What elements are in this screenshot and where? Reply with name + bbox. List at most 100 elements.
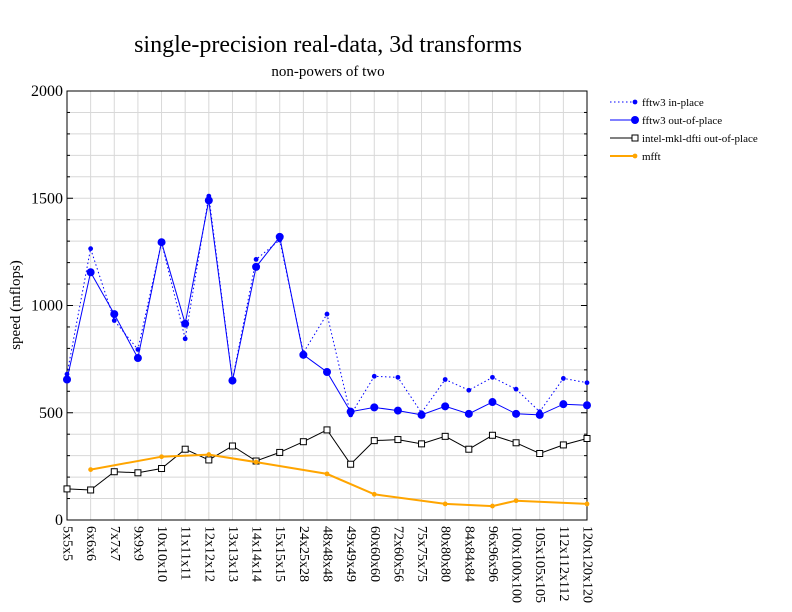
x-tick-label: 14x14x14 (249, 526, 264, 582)
legend-label: intel-mkl-dfti out-of-place (642, 133, 758, 145)
data-point-fftw3-in-place (466, 387, 472, 393)
legend-swatch-marker (631, 134, 639, 142)
data-point-fftw3-out-of-place (275, 232, 284, 241)
plot-frame (66, 90, 588, 521)
data-point-fftw3-out-of-place (464, 409, 473, 418)
data-point-fftw3-out-of-place (299, 350, 308, 359)
series-intel-mkl-dfti-out-of-place (63, 426, 591, 494)
y-tick-label: 2000 (31, 83, 63, 100)
x-tick-label: 72x60x56 (390, 526, 405, 582)
data-point-fftw3-out-of-place (535, 410, 544, 419)
data-point-fftw3-in-place (442, 377, 448, 382)
data-point-mfft (88, 467, 94, 472)
data-point-mfft (513, 498, 519, 504)
data-point-fftw3-out-of-place (488, 398, 497, 407)
x-tick-label: 15x15x15 (272, 526, 287, 582)
x-tick-label: 112x112x112 (556, 526, 571, 601)
x-tick-label: 11x11x11 (178, 526, 193, 580)
x-tick-label: 24x25x28 (296, 526, 311, 582)
x-tick-label: 9x9x9 (130, 526, 145, 561)
data-point-intel-mkl-dfti-out-of-place (347, 460, 355, 468)
data-point-fftw3-in-place (253, 256, 259, 262)
x-tick-label: 6x6x6 (83, 526, 98, 561)
legend-item-mfft: mfft (610, 151, 661, 163)
data-point-fftw3-out-of-place (583, 401, 591, 410)
data-point-intel-mkl-dfti-out-of-place (87, 486, 95, 494)
data-point-fftw3-out-of-place (370, 403, 379, 412)
x-tick-label: 96x96x96 (485, 526, 500, 582)
data-point-intel-mkl-dfti-out-of-place (418, 440, 426, 448)
data-point-intel-mkl-dfti-out-of-place (394, 436, 402, 444)
data-point-fftw3-out-of-place (393, 406, 402, 415)
data-point-fftw3-in-place (490, 374, 495, 380)
data-point-mfft (206, 452, 212, 457)
data-point-intel-mkl-dfti-out-of-place (63, 485, 71, 493)
data-point-fftw3-out-of-place (204, 196, 213, 205)
legend-swatch-marker (632, 153, 638, 159)
data-point-intel-mkl-dfti-out-of-place (323, 426, 331, 434)
chart-title: single-precision real-data, 3d transform… (134, 32, 522, 58)
data-point-fftw3-out-of-place (133, 354, 142, 363)
x-tick-label: 10x10x10 (154, 526, 169, 582)
x-tick-label: 105x105x105 (532, 526, 547, 603)
data-point-fftw3-out-of-place (323, 367, 331, 376)
data-point-intel-mkl-dfti-out-of-place (276, 448, 284, 456)
series-fftw3-out-of-place (63, 196, 591, 419)
data-point-fftw3-out-of-place (157, 238, 166, 247)
data-point-intel-mkl-dfti-out-of-place (134, 469, 142, 477)
series-mfft (88, 452, 590, 509)
data-point-fftw3-in-place (182, 336, 188, 342)
data-point-intel-mkl-dfti-out-of-place (110, 468, 118, 476)
data-point-mfft (324, 471, 330, 477)
legend-label: mfft (642, 151, 661, 163)
y-tick-label: 1000 (31, 298, 63, 315)
x-tick-label: 13x13x13 (225, 526, 240, 582)
series-line-mfft (90, 453, 588, 508)
data-point-fftw3-out-of-place (63, 375, 71, 384)
y-tick-label: 500 (39, 405, 63, 422)
data-point-fftw3-out-of-place (110, 310, 119, 319)
axes (66, 90, 588, 521)
data-point-intel-mkl-dfti-out-of-place (181, 445, 189, 453)
data-point-intel-mkl-dfti-out-of-place (583, 434, 591, 442)
legend: fftw3 in-place fftw3 out-of-place intel-mk… (610, 97, 758, 163)
x-tick-label: 60x60x60 (367, 526, 382, 582)
x-tick-label: 100x100x100 (509, 526, 524, 603)
data-point-mfft (584, 501, 590, 507)
data-point-intel-mkl-dfti-out-of-place (158, 465, 166, 473)
data-point-intel-mkl-dfti-out-of-place (370, 437, 378, 445)
data-point-fftw3-out-of-place (86, 268, 95, 277)
x-tick-label: 7x7x7 (107, 526, 122, 561)
data-point-mfft (159, 454, 164, 460)
data-point-fftw3-out-of-place (417, 410, 426, 419)
y-axis-label: speed (mflops) (8, 260, 24, 350)
data-point-fftw3-in-place (111, 318, 117, 323)
y-tick-label: 0 (55, 512, 63, 529)
y-tick-label: 1500 (31, 190, 63, 207)
data-point-intel-mkl-dfti-out-of-place (205, 456, 213, 464)
data-point-mfft (253, 459, 259, 465)
data-point-mfft (442, 501, 448, 507)
data-point-intel-mkl-dfti-out-of-place (512, 439, 520, 447)
legend-item-fftw3-out-of-place: fftw3 out-of-place (610, 115, 722, 127)
x-tick-label: 48x48x48 (320, 526, 335, 582)
data-point-fftw3-out-of-place (512, 409, 521, 418)
legend-swatch-marker (632, 99, 638, 105)
x-tick-label: 120x120x120 (580, 526, 595, 603)
grid-lines (66, 90, 588, 521)
data-point-intel-mkl-dfti-out-of-place (488, 431, 496, 439)
data-point-fftw3-in-place (584, 380, 590, 386)
x-tick-label: 84x84x84 (461, 526, 476, 582)
data-point-intel-mkl-dfti-out-of-place (299, 438, 307, 446)
data-point-fftw3-out-of-place (559, 400, 568, 409)
data-point-mfft (371, 491, 377, 497)
data-point-fftw3-out-of-place (181, 319, 190, 328)
x-tick-label: 5x5x5 (60, 526, 75, 561)
data-point-fftw3-in-place (88, 246, 94, 252)
data-point-fftw3-in-place (513, 386, 519, 392)
legend-swatch-marker (631, 116, 639, 124)
x-tick-label: 75x75x75 (414, 526, 429, 582)
data-point-fftw3-out-of-place (228, 376, 237, 385)
legend-item-fftw3-in-place: fftw3 in-place (610, 97, 704, 109)
